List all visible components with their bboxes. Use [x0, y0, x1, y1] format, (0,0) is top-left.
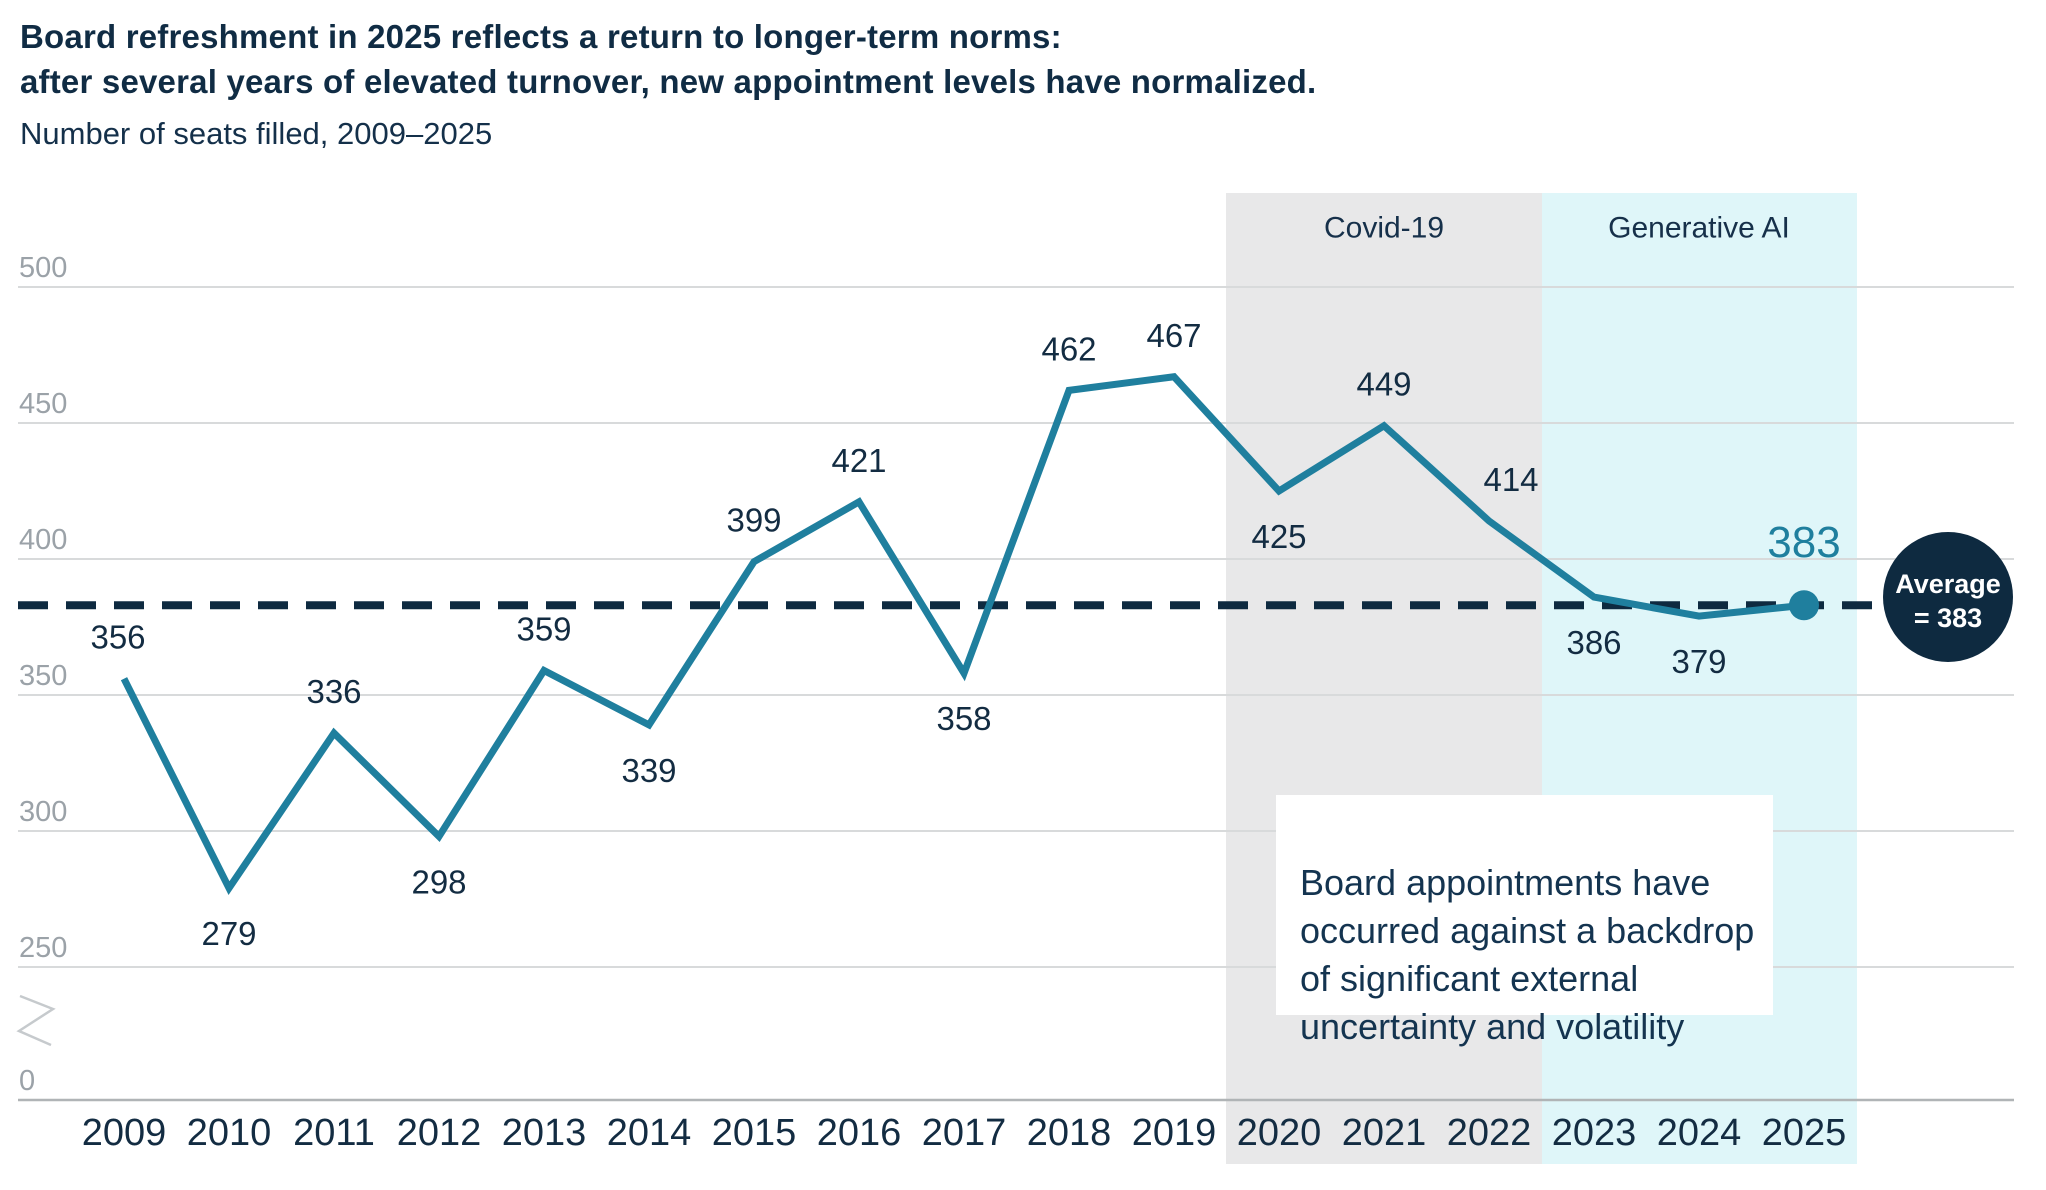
y-tick-label-500: 500	[19, 252, 67, 284]
series-layer	[18, 373, 1881, 896]
average-badge-line1: Average	[1895, 569, 2001, 599]
data-label-2023: 386	[1566, 624, 1621, 661]
data-label-2024: 379	[1671, 643, 1726, 680]
data-label-2012: 298	[411, 863, 466, 900]
y-tick-label-300: 300	[19, 796, 67, 828]
annotation-box: Board appointments have occurred against…	[1276, 795, 1773, 1047]
average-badge-line2: = 383	[1914, 603, 1982, 633]
x-tick-label-2023: 2023	[1552, 1112, 1637, 1154]
data-label-2025: 383	[1767, 518, 1840, 567]
y-tick-label-0: 0	[19, 1065, 35, 1097]
data-label-2022: 414	[1483, 461, 1538, 498]
data-point-2025-dot	[1789, 590, 1819, 621]
x-tick-label-2019: 2019	[1132, 1112, 1217, 1154]
x-tick-label-2010: 2010	[187, 1112, 272, 1154]
data-label-2011: 336	[306, 673, 361, 710]
data-label-2021: 449	[1356, 366, 1411, 403]
axis-break-icon	[16, 994, 56, 1047]
y-tick-label-400: 400	[19, 524, 67, 556]
x-tick-label-2016: 2016	[817, 1112, 902, 1154]
data-label-2010: 279	[201, 915, 256, 952]
x-tick-label-2012: 2012	[397, 1112, 482, 1154]
chart-title: Board refreshment in 2025 reflects a ret…	[20, 14, 1316, 104]
x-tick-label-2024: 2024	[1657, 1112, 1742, 1154]
x-tick-label-2013: 2013	[502, 1112, 587, 1154]
x-tick-label-2020: 2020	[1237, 1112, 1322, 1154]
chart-title-line2: after several years of elevated turnover…	[20, 63, 1317, 100]
x-tick-label-2015: 2015	[712, 1112, 797, 1154]
x-tick-label-2021: 2021	[1342, 1112, 1427, 1154]
x-tick-label-2022: 2022	[1447, 1112, 1532, 1154]
data-label-2017: 358	[936, 700, 991, 737]
x-tick-label-2018: 2018	[1027, 1112, 1112, 1154]
data-label-2019: 467	[1146, 317, 1201, 354]
x-tick-label-2014: 2014	[607, 1112, 692, 1154]
era-band-generative-ai-label: Generative AI	[1608, 212, 1790, 245]
chart-title-line1: Board refreshment in 2025 reflects a ret…	[20, 18, 1062, 55]
x-tick-label-2025: 2025	[1762, 1112, 1847, 1154]
x-tick-label-2011: 2011	[293, 1112, 375, 1154]
data-label-2016: 421	[831, 442, 886, 479]
x-tick-label-2017: 2017	[922, 1112, 1007, 1154]
data-label-2018: 462	[1041, 330, 1096, 367]
y-tick-label-350: 350	[19, 660, 67, 692]
y-tick-label-250: 250	[19, 932, 67, 964]
data-label-2014: 339	[621, 752, 676, 789]
data-label-2013: 359	[516, 611, 571, 648]
average-badge	[1883, 532, 2013, 662]
era-band-covid19-label: Covid-19	[1324, 212, 1444, 245]
label-layer: 356 279 336 298 359 339 399 421 358 462 467 425 449 4…	[82, 317, 1847, 1154]
x-tick-label-2009: 2009	[82, 1112, 167, 1154]
data-label-2015: 399	[726, 502, 781, 539]
chart-subtitle: Number of seats filled, 2009–2025	[20, 116, 493, 151]
seats-filled-line	[120, 373, 1805, 896]
data-label-2020: 425	[1251, 518, 1306, 555]
annotation-text: Board appointments have occurred against…	[1300, 862, 1755, 1047]
data-label-2009: 356	[90, 619, 145, 656]
y-tick-label-450: 450	[19, 388, 67, 420]
